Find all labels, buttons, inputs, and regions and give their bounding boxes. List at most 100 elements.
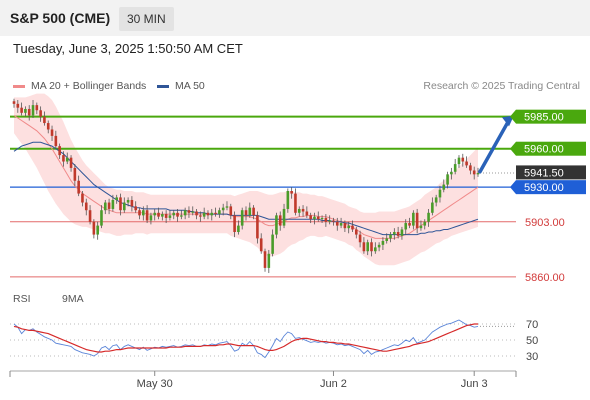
candle-body	[130, 199, 134, 207]
candle-body	[206, 212, 210, 216]
legend-ma50: MA 50	[157, 80, 205, 92]
candle-body	[54, 135, 58, 147]
candle-body	[58, 146, 61, 156]
source-credit: Research © 2025 Trading Central	[423, 80, 580, 92]
candle-body	[453, 164, 457, 172]
rsi-tick-70: 70	[526, 319, 538, 331]
candle-body	[20, 107, 23, 113]
candle-body	[415, 212, 419, 229]
candle-body	[183, 210, 187, 216]
candle-body	[412, 212, 415, 226]
candle-body	[442, 184, 446, 190]
candle-body	[324, 217, 328, 222]
candle-body	[267, 253, 271, 268]
x-tick-label-2: Jun 3	[461, 378, 488, 390]
forecast-arrow-head	[502, 115, 514, 127]
candle-body	[134, 206, 138, 211]
candle-body	[237, 225, 240, 233]
candle-body	[275, 215, 278, 235]
level-tag-pointer	[510, 141, 516, 156]
level-tag-5930.00	[516, 180, 586, 195]
candle-body	[461, 157, 465, 162]
candle-body	[362, 242, 366, 252]
candle-body	[286, 191, 290, 209]
candle-body	[142, 210, 145, 216]
candle-body	[396, 232, 400, 236]
candle-body	[119, 197, 122, 211]
candle-body	[65, 157, 69, 162]
forecast-arrow-shaft	[478, 116, 512, 174]
candle-body	[229, 206, 233, 216]
level-label-5960.00: 5960.00	[524, 144, 564, 156]
candle-body	[31, 105, 35, 116]
rsi-line	[13, 319, 479, 359]
instrument-title: S&P 500 (CME)	[10, 10, 111, 26]
candle-body	[191, 211, 195, 213]
candle-body	[271, 234, 274, 254]
level-label-5903.00: 5903.00	[525, 217, 565, 229]
candle-body	[248, 207, 252, 216]
candle-body	[210, 212, 214, 216]
candle-body	[354, 229, 358, 235]
candle-body	[39, 110, 42, 117]
candle-body	[434, 197, 438, 203]
level-label-5941.50: 5941.50	[524, 167, 564, 179]
candle-body	[107, 202, 111, 209]
candle-body	[240, 210, 244, 226]
candle-body	[172, 212, 176, 216]
candle-body	[138, 210, 141, 216]
candle-body	[347, 225, 350, 229]
candle-body	[423, 221, 427, 226]
timeframe-button[interactable]: 30 MIN	[119, 7, 174, 31]
x-tick-label-1: Jun 2	[320, 378, 347, 390]
candle-body	[81, 193, 84, 203]
rsi-tick-30: 30	[526, 351, 538, 363]
ma50-swatch	[157, 84, 169, 88]
legend-rsi-label: RSI	[13, 293, 31, 305]
candle-body	[62, 155, 65, 162]
candle-body	[221, 207, 225, 211]
level-tag-5985.00	[516, 109, 586, 124]
candle-body	[161, 214, 164, 217]
legend-bollinger-label: MA 20 + Bollinger Bands	[31, 80, 147, 92]
candle-body	[46, 123, 50, 130]
candle-body	[457, 157, 461, 165]
legend-ma9: 9MA	[62, 293, 84, 305]
bollinger-band-area	[14, 93, 478, 266]
level-label-5985.00: 5985.00	[524, 112, 564, 124]
candles	[12, 98, 480, 274]
candle-body	[214, 212, 217, 215]
candle-body	[199, 215, 202, 217]
candle-body	[301, 208, 305, 212]
candle-body	[450, 171, 453, 175]
candle-body	[393, 232, 396, 235]
candle-body	[103, 202, 107, 211]
candle-body	[168, 215, 172, 218]
level-label-5860.00: 5860.00	[525, 272, 565, 284]
candle-body	[400, 229, 404, 236]
candle-body	[35, 105, 39, 111]
rsi-tick-50: 50	[526, 335, 538, 347]
candle-body	[180, 215, 183, 217]
candle-body	[465, 161, 468, 166]
candle-body	[316, 216, 320, 220]
legend-ma9-label: 9MA	[62, 293, 84, 305]
candle-body	[145, 210, 149, 221]
legend-bollinger: MA 20 + Bollinger Bands	[13, 80, 146, 92]
candle-body	[381, 240, 385, 245]
candle-body	[427, 212, 430, 222]
candle-body	[164, 214, 168, 218]
candle-body	[419, 225, 423, 229]
candle-body	[377, 244, 381, 248]
candle-body	[263, 251, 267, 268]
candle-body	[446, 174, 449, 185]
candle-body	[431, 202, 434, 213]
candle-body	[100, 210, 103, 226]
candle-body	[24, 108, 27, 113]
candle-body	[385, 238, 389, 241]
candle-body	[438, 189, 442, 198]
candle-body	[225, 206, 229, 208]
candle-body	[27, 108, 31, 116]
candle-body	[244, 210, 248, 216]
